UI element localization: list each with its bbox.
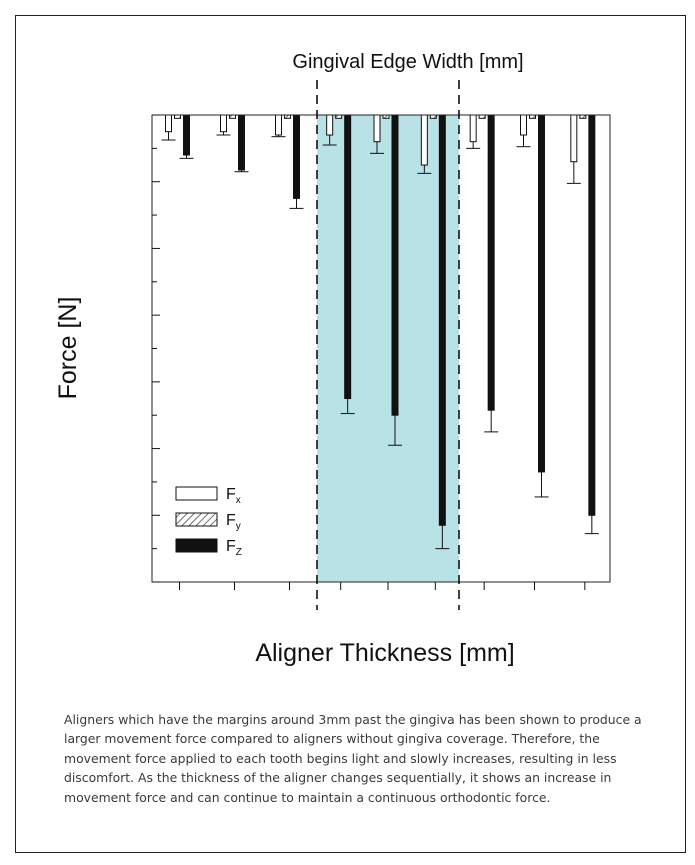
bar-fz-4 bbox=[391, 114, 399, 416]
bar-fz-0 bbox=[183, 114, 190, 156]
x-axis-title: Aligner Thickness [mm] bbox=[255, 639, 514, 667]
legend-label-subscript: x bbox=[236, 495, 241, 506]
bar-fx-0 bbox=[165, 114, 172, 133]
chart-title: Gingival Edge Width [mm] bbox=[292, 51, 523, 73]
bar-fy-1 bbox=[229, 114, 236, 119]
bar-fy-5 bbox=[429, 114, 437, 119]
legend-label-fy: Fy bbox=[226, 512, 241, 532]
legend-swatch-fx bbox=[175, 486, 218, 501]
bar-fx-6 bbox=[469, 114, 477, 143]
bar-fy-3 bbox=[335, 114, 343, 119]
bar-fx-7 bbox=[520, 114, 527, 136]
bar-fx-5 bbox=[420, 114, 428, 166]
force-bar-chart: Gingival Edge Width [mm] Aligner Thickne… bbox=[54, 51, 611, 667]
legend-label-fz: FZ bbox=[226, 538, 242, 558]
legend-label-main: F bbox=[226, 512, 236, 529]
legend-label-main: F bbox=[226, 486, 236, 503]
bar-fy-7 bbox=[529, 114, 536, 119]
legend-label-fx: Fx bbox=[226, 486, 241, 506]
bar-fz-6 bbox=[487, 114, 495, 411]
legend-label-main: F bbox=[226, 538, 236, 555]
bar-fx-4 bbox=[373, 114, 381, 143]
bar-fy-8 bbox=[579, 114, 587, 119]
figure-caption: Aligners which have the margins around 3… bbox=[64, 712, 642, 805]
bar-fy-6 bbox=[478, 114, 486, 119]
bar-fy-2 bbox=[284, 114, 291, 119]
bar-fx-8 bbox=[570, 114, 578, 163]
figure-frame bbox=[15, 15, 686, 853]
bar-fy-0 bbox=[174, 114, 181, 119]
bar-fz-2 bbox=[293, 114, 300, 199]
legend-label-subscript: y bbox=[236, 521, 241, 532]
bar-fz-5 bbox=[438, 114, 446, 526]
legend-label-subscript: Z bbox=[236, 547, 242, 558]
bar-fz-1 bbox=[238, 114, 245, 171]
bar-fz-7 bbox=[538, 114, 545, 473]
legend-swatch-fz bbox=[175, 538, 218, 553]
highlight-region-3-4 bbox=[317, 115, 459, 582]
bar-fz-8 bbox=[588, 114, 596, 516]
bar-fx-3 bbox=[326, 114, 334, 136]
bar-fz-3 bbox=[344, 114, 352, 400]
y-axis-title: Force [N] bbox=[54, 297, 82, 400]
legend-swatch-fy bbox=[175, 512, 218, 527]
bar-fx-2 bbox=[275, 114, 282, 136]
bar-fx-1 bbox=[220, 114, 227, 133]
bar-fy-4 bbox=[382, 114, 390, 119]
